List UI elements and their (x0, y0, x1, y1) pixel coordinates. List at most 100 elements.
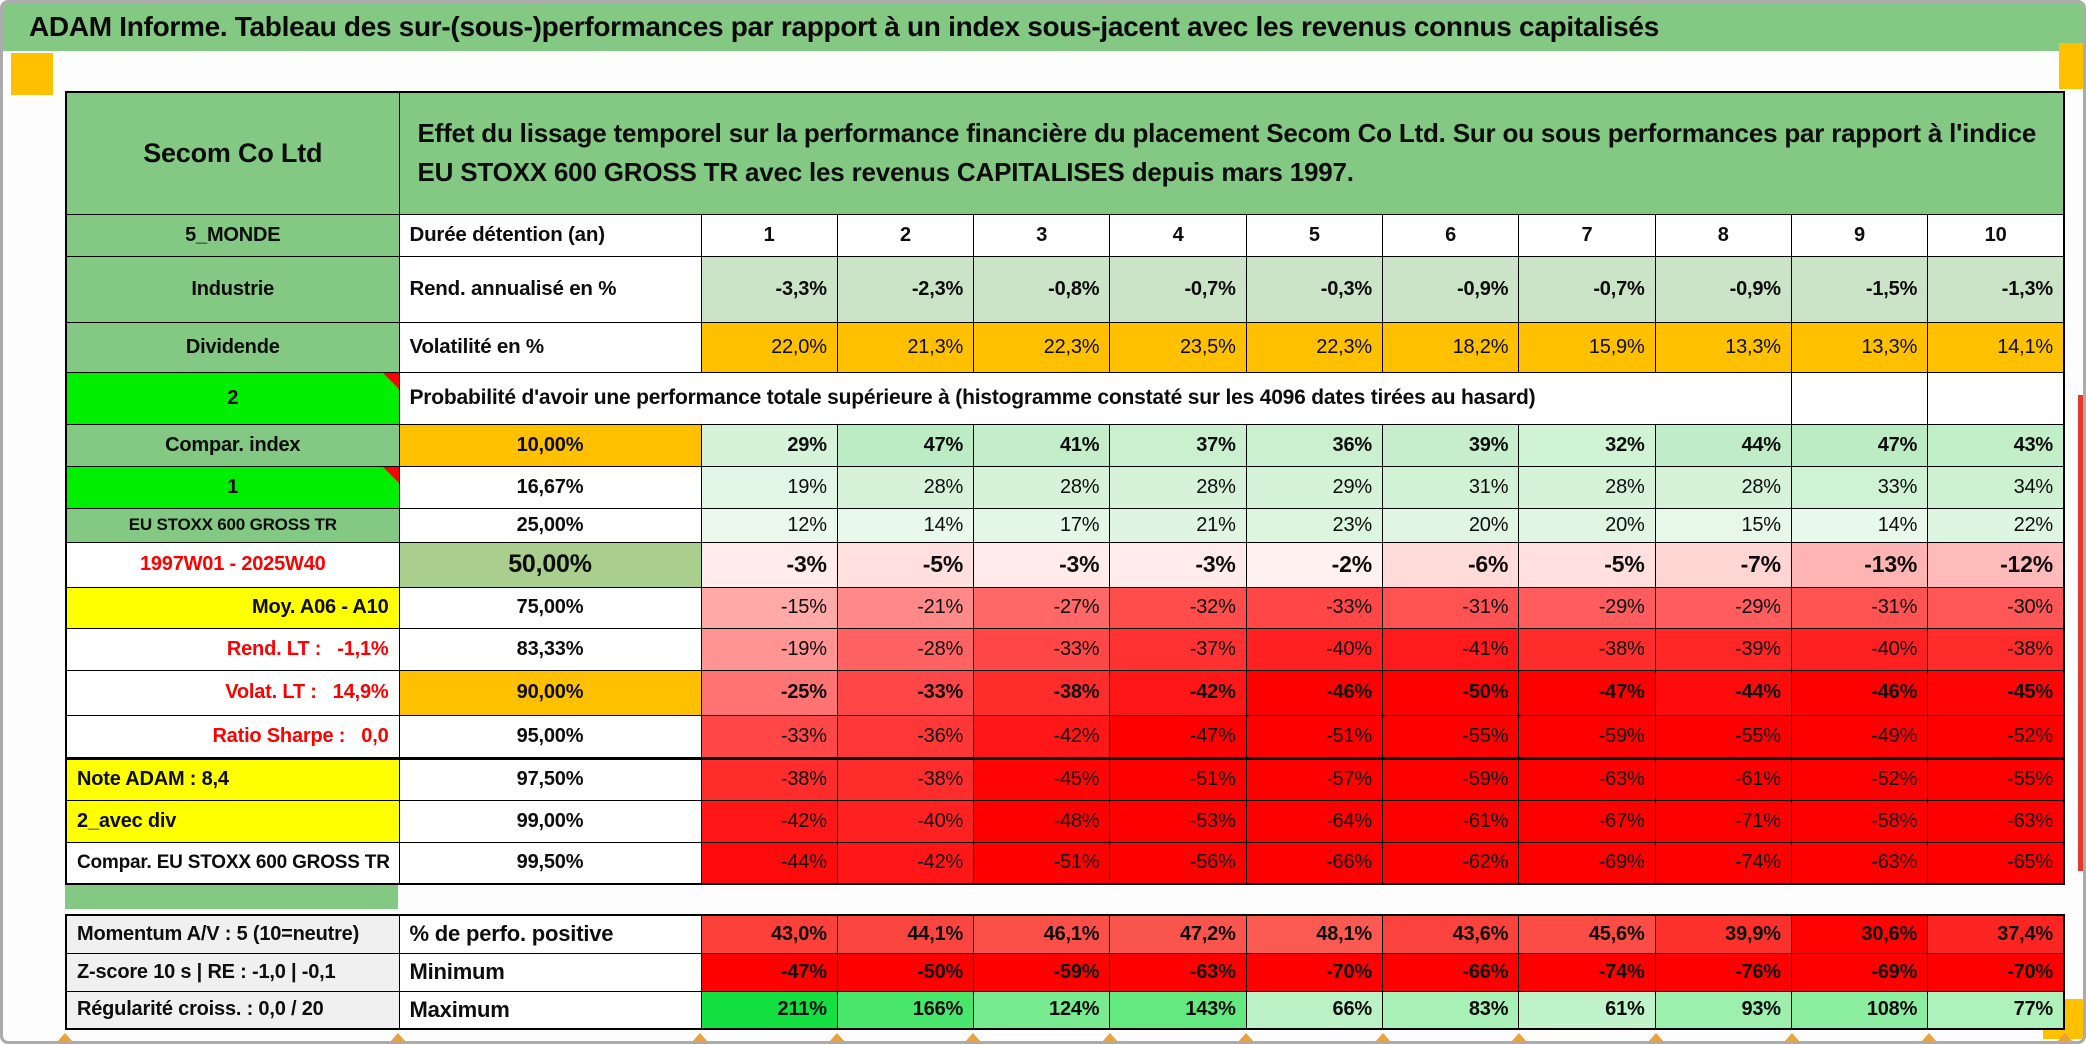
data-cell[interactable]: -40% (1790, 627, 1929, 671)
data-cell[interactable]: 30,6% (1790, 914, 1929, 954)
data-cell[interactable]: -5% (1518, 541, 1656, 588)
data-cell[interactable]: -66% (1245, 841, 1383, 885)
data-cell[interactable]: -3,3% (700, 255, 838, 323)
data-cell[interactable]: -39% (1654, 627, 1792, 671)
data-cell[interactable]: -65% (1927, 841, 2065, 885)
data-cell[interactable]: -67% (1518, 799, 1656, 843)
data-cell[interactable]: -0,7% (1109, 255, 1247, 323)
data-cell[interactable]: -59% (973, 952, 1111, 992)
data-cell[interactable]: -29% (1654, 586, 1792, 629)
row-label-cell[interactable]: Volat. LT : 14,9% (65, 669, 400, 716)
data-cell[interactable]: 14% (836, 507, 975, 543)
data-cell[interactable]: 6 (1381, 213, 1520, 257)
data-cell[interactable]: -0,7% (1518, 255, 1656, 323)
data-cell[interactable]: -32% (1109, 586, 1247, 629)
data-cell[interactable]: -44% (1654, 669, 1792, 716)
data-cell[interactable]: 14,1% (1927, 321, 2065, 373)
data-cell[interactable]: 19% (700, 465, 838, 509)
stat-label-cell[interactable]: Régularité croiss. : 0,0 / 20 (65, 990, 400, 1030)
data-cell[interactable]: 41% (973, 423, 1111, 467)
data-cell[interactable]: -46% (1790, 669, 1929, 716)
data-cell[interactable]: 39% (1381, 423, 1520, 467)
data-cell[interactable]: -3% (1109, 541, 1247, 588)
data-cell[interactable]: 28% (1109, 465, 1247, 509)
data-cell[interactable]: -38% (700, 756, 838, 801)
threshold-cell[interactable]: 10,00% (398, 423, 702, 467)
threshold-cell[interactable]: 90,00% (398, 669, 702, 716)
data-cell[interactable]: 28% (836, 465, 975, 509)
data-cell[interactable]: 37% (1109, 423, 1247, 467)
data-cell[interactable]: -0,8% (973, 255, 1111, 323)
data-cell[interactable]: -63% (1109, 952, 1247, 992)
data-cell[interactable]: 4 (1109, 213, 1247, 257)
data-cell[interactable]: 5 (1245, 213, 1383, 257)
data-cell[interactable]: -3% (700, 541, 838, 588)
data-cell[interactable]: -42% (1109, 669, 1247, 716)
data-cell[interactable]: -2,3% (836, 255, 975, 323)
data-cell[interactable]: 14% (1790, 507, 1929, 543)
data-cell[interactable]: 166% (836, 990, 975, 1030)
data-cell[interactable]: 34% (1927, 465, 2065, 509)
data-cell[interactable]: 143% (1109, 990, 1247, 1030)
stat-name-cell[interactable]: % de perfo. positive (398, 914, 702, 954)
data-cell[interactable]: 23,5% (1109, 321, 1247, 373)
data-cell[interactable]: 8 (1654, 213, 1792, 257)
data-cell[interactable]: 22,0% (700, 321, 838, 373)
data-cell[interactable]: -44% (700, 841, 838, 885)
data-cell[interactable]: -40% (836, 799, 975, 843)
row-label-cell[interactable]: Compar. index (65, 423, 400, 467)
company-cell[interactable]: Secom Co Ltd (65, 91, 400, 215)
data-cell[interactable]: -27% (973, 586, 1111, 629)
data-cell[interactable]: 9 (1790, 213, 1929, 257)
data-cell[interactable]: 47,2% (1109, 914, 1247, 954)
threshold-cell[interactable]: 95,00% (398, 714, 702, 759)
description-cell[interactable]: Effet du lissage temporel sur la perform… (398, 91, 2065, 215)
data-cell[interactable]: 43,6% (1381, 914, 1520, 954)
data-cell[interactable]: -70% (1245, 952, 1383, 992)
data-cell[interactable]: -48% (973, 799, 1111, 843)
data-cell[interactable]: 43,0% (700, 914, 838, 954)
data-cell[interactable]: 21,3% (836, 321, 975, 373)
data-cell[interactable]: -59% (1381, 756, 1520, 801)
data-cell[interactable]: -61% (1654, 756, 1792, 801)
data-cell[interactable]: -15% (700, 586, 838, 629)
col-label-cell[interactable]: Durée détention (an) (398, 213, 702, 257)
data-cell[interactable]: -0,9% (1654, 255, 1792, 323)
data-cell[interactable]: -53% (1109, 799, 1247, 843)
data-cell[interactable]: -63% (1518, 756, 1656, 801)
data-cell[interactable]: 13,3% (1654, 321, 1792, 373)
data-cell[interactable]: -59% (1518, 714, 1656, 759)
data-cell[interactable]: -37% (1109, 627, 1247, 671)
row-label-cell[interactable]: EU STOXX 600 GROSS TR (65, 507, 400, 543)
data-cell[interactable]: 10 (1927, 213, 2065, 257)
data-cell[interactable]: -55% (1654, 714, 1792, 759)
data-cell[interactable]: -19% (700, 627, 838, 671)
data-cell[interactable]: -69% (1518, 841, 1656, 885)
data-cell[interactable]: -49% (1790, 714, 1929, 759)
stat-name-cell[interactable]: Minimum (398, 952, 702, 992)
data-cell[interactable]: 31% (1381, 465, 1520, 509)
row-label-cell[interactable]: Note ADAM : 8,4 (65, 756, 400, 801)
stat-label-cell[interactable]: Momentum A/V : 5 (10=neutre) (65, 914, 400, 954)
data-cell[interactable]: 12% (700, 507, 838, 543)
data-cell[interactable]: 44,1% (836, 914, 975, 954)
row-label-cell[interactable]: 2 (65, 371, 400, 425)
data-cell[interactable]: 22,3% (1245, 321, 1383, 373)
data-cell[interactable]: -2% (1245, 541, 1383, 588)
data-cell[interactable]: -42% (973, 714, 1111, 759)
data-cell[interactable]: -69% (1790, 952, 1929, 992)
data-cell[interactable]: -5% (836, 541, 975, 588)
threshold-cell[interactable]: 99,50% (398, 841, 702, 885)
data-cell[interactable]: 47% (1790, 423, 1929, 467)
row-label-cell[interactable]: Dividende (65, 321, 400, 373)
data-cell[interactable]: 33% (1790, 465, 1929, 509)
data-cell[interactable]: -45% (1927, 669, 2065, 716)
data-cell[interactable]: 15,9% (1518, 321, 1656, 373)
data-cell[interactable]: -62% (1381, 841, 1520, 885)
data-cell[interactable]: -31% (1790, 586, 1929, 629)
data-cell[interactable]: -28% (836, 627, 975, 671)
threshold-cell[interactable]: 16,67% (398, 465, 702, 509)
data-cell[interactable]: -33% (700, 714, 838, 759)
data-cell[interactable]: -61% (1381, 799, 1520, 843)
threshold-cell[interactable]: 50,00% (398, 541, 702, 588)
